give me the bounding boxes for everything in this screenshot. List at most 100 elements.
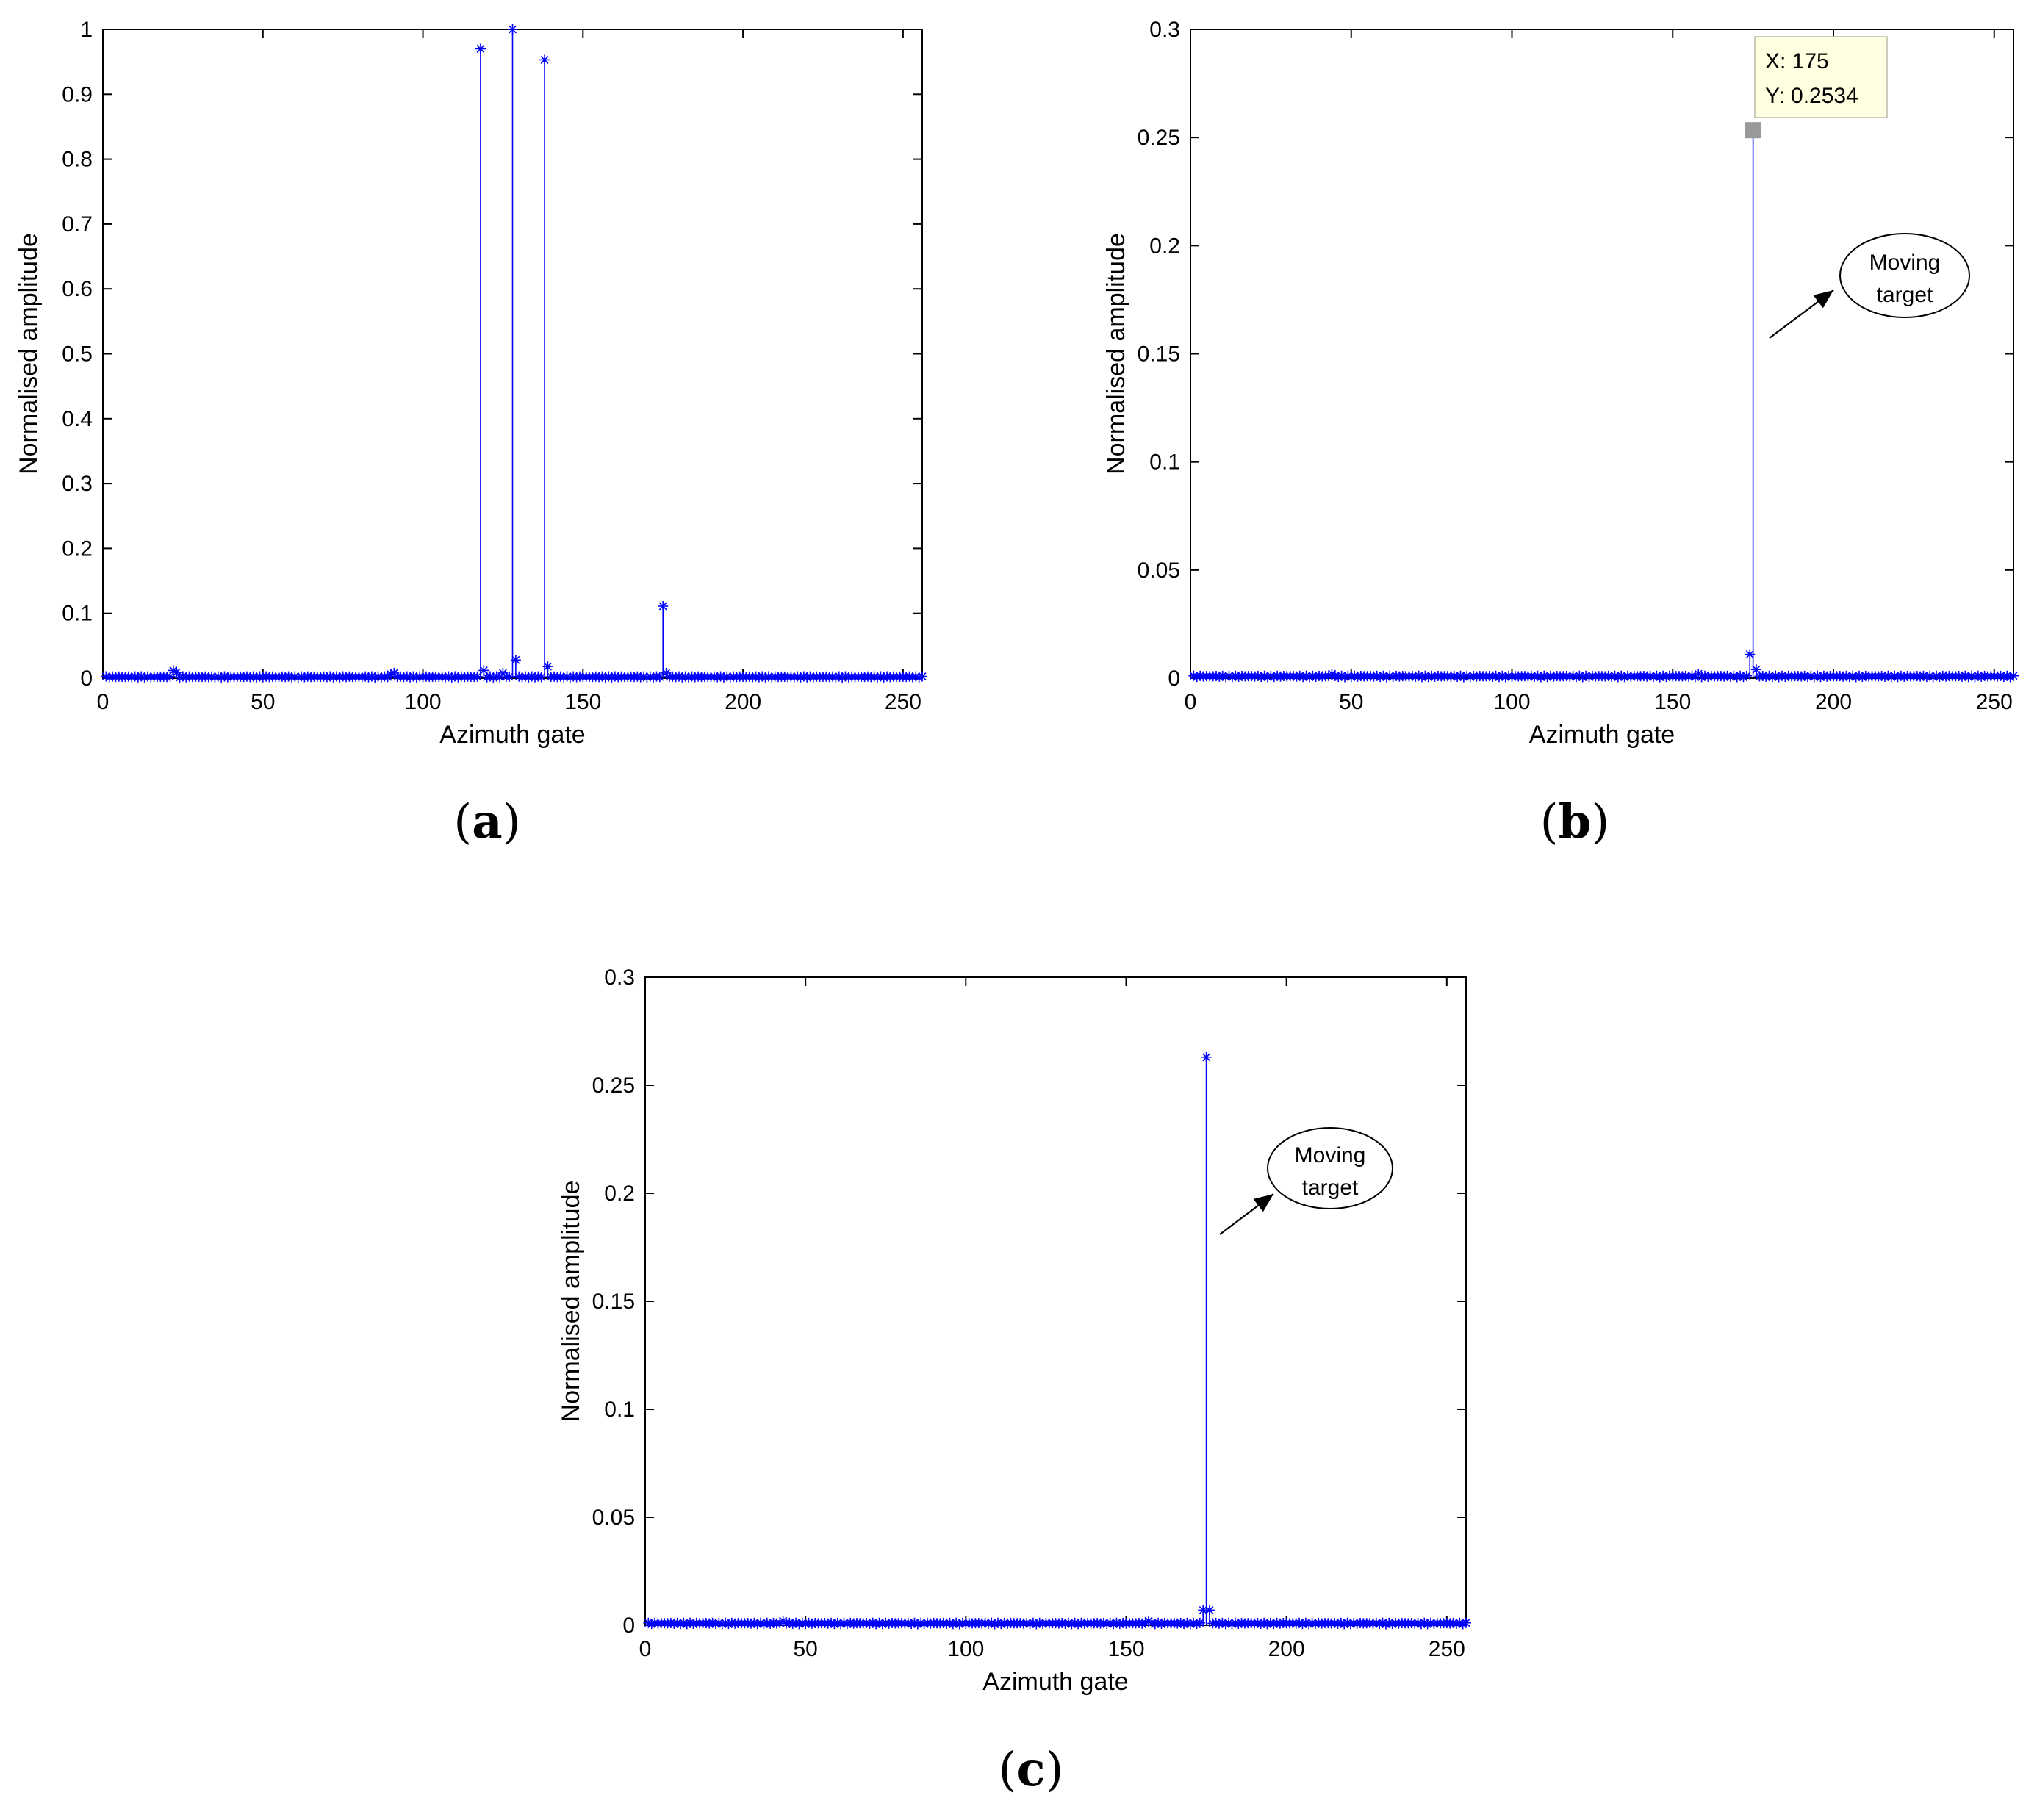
y-tick-label: 0.2: [1149, 234, 1180, 258]
y-axis-label: Normalised amplitude: [15, 233, 43, 475]
stem-marker: [1953, 670, 1964, 681]
x-tick-label: 250: [1429, 1637, 1465, 1661]
stem-marker: [658, 600, 669, 611]
stem-marker: [507, 24, 518, 35]
stem-marker: [917, 671, 927, 682]
y-axis-label: Normalised amplitude: [1102, 233, 1130, 475]
stem-marker: [539, 54, 550, 65]
panel-c-chart: 0 50 100 150 200 250 0 0.05 0.1 0.15 0.2 0.25 0.3 Azi…: [557, 965, 1471, 1696]
y-tick-label: 0.25: [1138, 126, 1180, 150]
stem-marker: [1818, 670, 1829, 681]
x-tick-label: 250: [1976, 690, 2013, 714]
y-tick-label: 0.5: [62, 342, 93, 367]
y-tick-label: 0.3: [62, 472, 93, 496]
plot-area: [1190, 29, 2014, 679]
panel-label-a: (a): [453, 794, 520, 849]
stem-marker: [1422, 1619, 1433, 1630]
stem-marker: [2008, 670, 2019, 681]
y-tick-label: 0.7: [62, 212, 93, 237]
stem-marker: [561, 671, 572, 682]
x-tick-label: 50: [793, 1637, 817, 1661]
annotation-text-line2: target: [1302, 1176, 1359, 1200]
x-tick-label: 0: [97, 690, 109, 714]
panel-label-b: (b): [1540, 794, 1610, 849]
stem-marker: [648, 672, 659, 683]
datatip-marker: [1745, 122, 1761, 139]
annotation-ellipse: [1839, 233, 1970, 318]
x-axis-label: Azimuth gate: [982, 1668, 1128, 1696]
y-tick-label: 0: [622, 1614, 635, 1638]
y-tick-label: 0.15: [1138, 342, 1180, 367]
stem-marker: [1461, 1617, 1471, 1628]
stem-marker: [1571, 672, 1581, 683]
x-tick-label: 150: [1654, 690, 1691, 714]
x-axis-label: Azimuth gate: [439, 721, 585, 749]
y-tick-label: 0.4: [62, 407, 93, 431]
x-tick-label: 200: [1268, 1637, 1305, 1661]
stem-marker: [1420, 670, 1431, 681]
x-tick-label: 150: [1107, 1637, 1144, 1661]
x-tick-label: 50: [1339, 690, 1363, 714]
stem-marker: [1204, 1605, 1215, 1616]
x-tick-label: 50: [251, 690, 275, 714]
annotation-text-line2: target: [1877, 283, 1933, 307]
plot-area: [644, 976, 1467, 1626]
datatip-x: X: 175: [1765, 49, 1829, 73]
stem-marker: [495, 672, 506, 683]
annotation-text-line1: Moving: [1869, 251, 1941, 275]
stem-series: [643, 1051, 1471, 1630]
annotation-arrow-head: [1253, 1194, 1273, 1212]
x-tick-label: 100: [947, 1637, 984, 1661]
annotation-text-line1: Moving: [1295, 1143, 1366, 1168]
y-tick-label: 0.6: [62, 277, 93, 301]
x-tick-label: 200: [725, 690, 761, 714]
y-tick-label: 0.05: [592, 1506, 635, 1530]
x-axis-label: Azimuth gate: [1529, 721, 1675, 749]
y-tick-label: 0: [1168, 666, 1180, 691]
stem-marker: [1751, 664, 1761, 675]
stem-marker: [882, 671, 893, 682]
annotation-arrow-head: [1813, 290, 1833, 309]
x-tick-label: 100: [1493, 690, 1530, 714]
y-tick-label: 0.25: [592, 1073, 635, 1098]
y-axis-label: Normalised amplitude: [557, 1181, 585, 1422]
x-tick-label: 0: [1185, 690, 1197, 714]
stem-marker: [1457, 1619, 1468, 1630]
y-tick-label: 0.05: [1138, 558, 1180, 583]
y-tick-label: 0.2: [62, 536, 93, 561]
y-tick-label: 0.8: [62, 148, 93, 172]
stem-marker: [714, 1617, 725, 1628]
y-tick-label: 0.15: [592, 1290, 635, 1314]
y-tick-label: 0.2: [604, 1181, 635, 1206]
y-tick-label: 1: [80, 18, 93, 42]
panel-label-c: (c): [999, 1742, 1064, 1797]
stem-series: [101, 24, 927, 683]
stem-marker: [536, 672, 547, 683]
x-tick-label: 0: [639, 1637, 652, 1661]
stem-marker: [1201, 1051, 1212, 1062]
stem-marker: [1423, 672, 1434, 683]
stem-marker: [871, 1619, 882, 1630]
stem-marker: [1761, 671, 1772, 682]
panel-b-chart: 0 50 100 150 200 250 0 0.05 0.1 0.15 0.2 0.25 0.3 Azi…: [1102, 18, 2019, 749]
stem-series: [1188, 122, 2019, 683]
y-tick-label: 0.3: [1149, 18, 1180, 42]
y-tick-label: 0.9: [62, 82, 93, 107]
datatip-box: [1754, 36, 1888, 118]
y-tick-label: 0.1: [1149, 450, 1180, 475]
y-tick-label: 0.1: [604, 1398, 635, 1422]
stem-marker: [171, 667, 182, 678]
datatip-y: Y: 0.2534: [1765, 84, 1858, 108]
stem-marker: [1458, 672, 1469, 683]
stem-marker: [360, 671, 371, 682]
stem-marker: [475, 43, 486, 54]
y-tick-label: 0: [80, 666, 93, 691]
x-tick-label: 200: [1815, 690, 1852, 714]
y-tick-label: 0.1: [62, 602, 93, 626]
stem-marker: [951, 1617, 962, 1628]
panel-a-chart: 0 50 100 150 200 250 0 0.1 0.2 0.3 0.4 0.5 0.6 0.7 0.8…: [15, 18, 927, 749]
y-tick-label: 0.3: [604, 965, 635, 990]
x-tick-label: 100: [405, 690, 442, 714]
x-tick-label: 250: [885, 690, 922, 714]
